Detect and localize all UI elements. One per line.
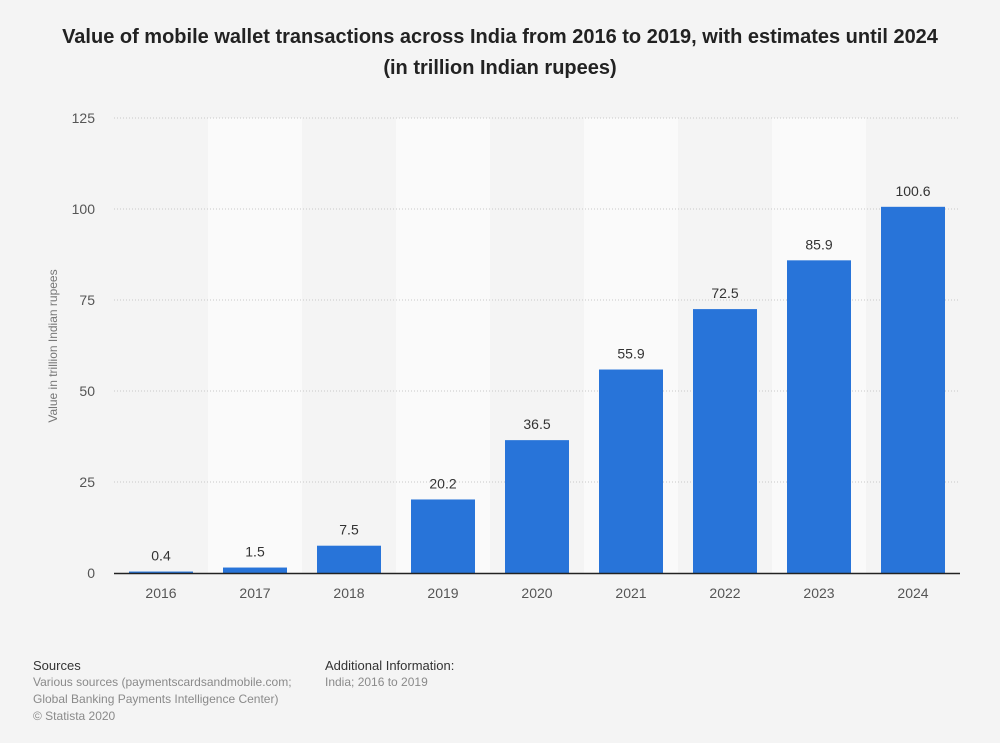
x-tick-label: 2016: [145, 585, 176, 601]
bar: [787, 260, 851, 573]
y-axis-label: Value in trillion Indian rupees: [46, 269, 60, 422]
bars: [129, 206, 945, 574]
bar: [693, 309, 757, 573]
bar: [411, 499, 475, 573]
sources-heading: Sources: [33, 658, 81, 673]
x-tick-label: 2017: [239, 585, 270, 601]
y-tick-label: 0: [87, 565, 95, 581]
data-label: 72.5: [711, 285, 738, 301]
bar: [129, 571, 193, 573]
sources-line-2: Global Banking Payments Intelligence Cen…: [33, 692, 279, 706]
y-tick-label: 75: [79, 292, 95, 308]
x-tick-label: 2024: [897, 585, 928, 601]
x-tick-label: 2022: [709, 585, 740, 601]
data-label: 85.9: [805, 236, 832, 252]
x-tick-label: 2018: [333, 585, 364, 601]
data-label: 55.9: [617, 346, 644, 362]
bar: [881, 206, 945, 574]
bar: [317, 545, 381, 573]
data-label: 36.5: [523, 416, 550, 432]
chart-title: Value of mobile wallet transactions acro…: [62, 26, 938, 79]
data-labels: 0.4 1.5 7.5 20.2 36.5 55.9 72.5 85.9 100.6: [151, 183, 930, 564]
y-tick-label: 125: [72, 110, 96, 126]
background-band: [396, 118, 490, 573]
data-label: 20.2: [429, 475, 456, 491]
x-tick-label: 2019: [427, 585, 458, 601]
y-tick-label: 100: [72, 201, 96, 217]
data-label: 1.5: [245, 544, 265, 560]
bar: [505, 440, 569, 573]
x-tick-label: 2023: [803, 585, 834, 601]
bar-chart: 0 25 50 75 100 125 0.4 1.5 7.5 20.2 36.5 55.9 72.5 8…: [46, 110, 960, 601]
bar: [223, 567, 287, 573]
sources-line-1: Various sources (paymentscardsandmobile.…: [33, 675, 292, 689]
data-label: 0.4: [151, 548, 171, 564]
additional-info-text: India; 2016 to 2019: [325, 675, 428, 689]
data-label: 100.6: [895, 183, 930, 199]
additional-info-block: Additional Information: India; 2016 to 2…: [325, 657, 454, 691]
sources-block: Sources Various sources (paymentscardsan…: [33, 657, 292, 725]
background-band: [208, 118, 302, 573]
y-axis-ticks: 0 25 50 75 100 125: [72, 110, 96, 581]
additional-info-heading: Additional Information:: [325, 658, 455, 673]
x-axis-ticks: 2016 2017 2018 2019 2020 2021 2022 2023 2024: [145, 585, 928, 601]
x-tick-label: 2021: [615, 585, 646, 601]
data-label: 7.5: [339, 522, 359, 538]
bar: [599, 369, 663, 573]
copyright: © Statista 2020: [33, 709, 116, 723]
y-tick-label: 50: [79, 383, 95, 399]
y-tick-label: 25: [79, 474, 95, 490]
x-tick-label: 2020: [521, 585, 552, 601]
